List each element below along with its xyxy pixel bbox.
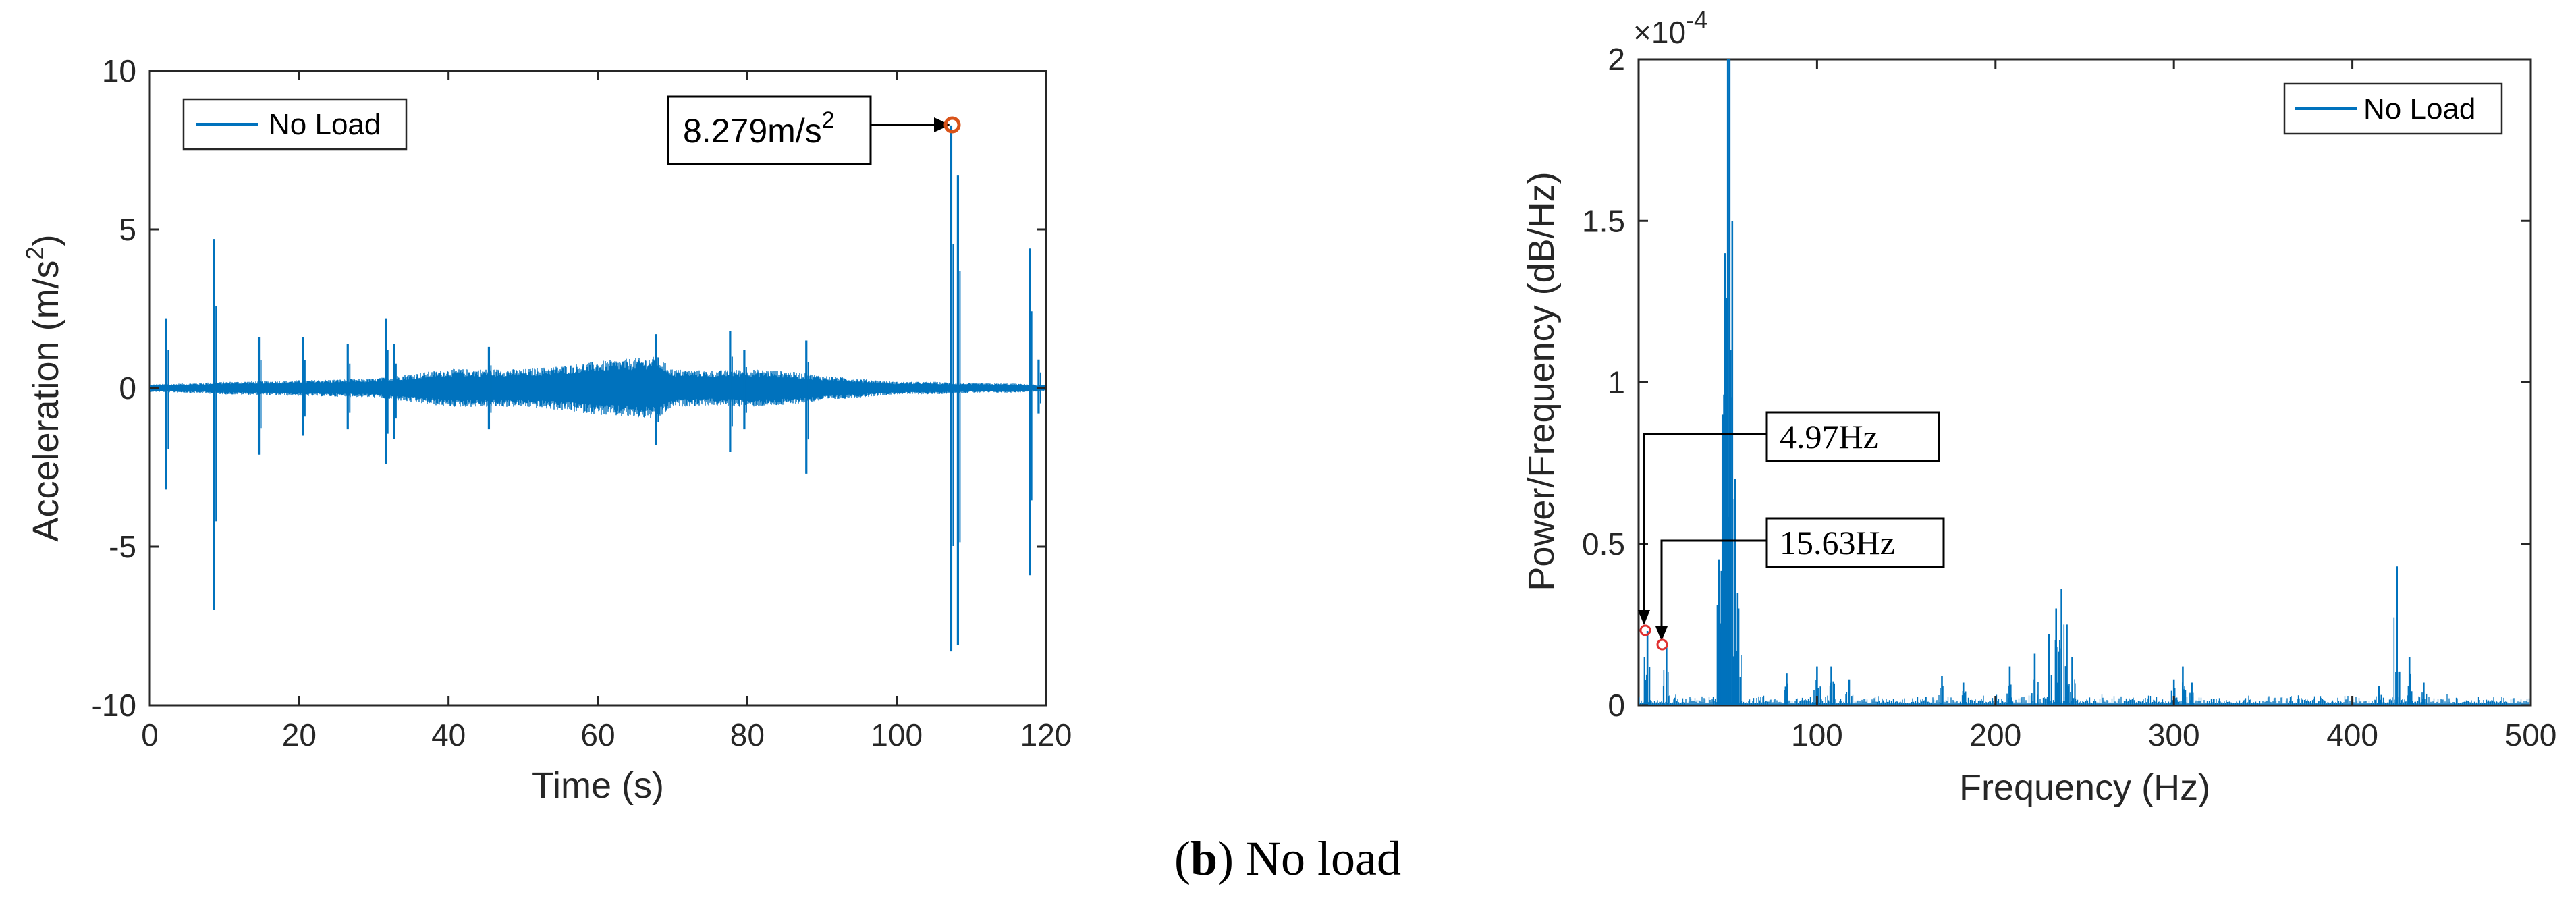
left-xtick-label: 20 (282, 717, 317, 753)
right-ytick-label: 0.5 (1582, 526, 1625, 562)
peak-annotation: 8.279m/s2 (667, 95, 961, 165)
left-y-axis-label: Acceleration (m/s2) (21, 234, 66, 541)
freq-annotation-1-box (1765, 411, 1940, 462)
left-ytick-label: -10 (92, 688, 136, 723)
right-y-exponent: ×10-4 (1633, 6, 1707, 50)
frequency-domain-chart: 100 200 300 400 500 2 1.5 1 0.5 0 ×10-4 No Load 4… (1521, 6, 2556, 808)
right-legend: No Load (2283, 82, 2503, 135)
left-ytick-label: 5 (119, 212, 136, 247)
left-ytick-label: 10 (102, 53, 136, 88)
left-xtick-label: 80 (730, 717, 765, 753)
left-x-axis-label: Time (s) (532, 765, 664, 806)
right-xtick-label: 500 (2505, 717, 2557, 753)
left-xtick-label: 40 (431, 717, 466, 753)
freq-annotation-2: 15.63Hz (1655, 517, 1945, 651)
time-signal-series (150, 125, 1045, 652)
right-xtick-label: 100 (1791, 717, 1843, 753)
psd-series (1639, 59, 2530, 705)
freq-annotation-2-box (1765, 517, 1945, 568)
freq-annotation-1-arrowhead (1638, 610, 1650, 625)
right-ytick-label: 1.5 (1582, 203, 1625, 238)
right-y-axis-label: Power/Frequency (dB/Hz) (1521, 171, 1562, 591)
peak-annotation-label: 8.279m/s2 (683, 107, 835, 150)
freq-annotation-1-leader (1643, 433, 1767, 614)
peak-annotation-arrowhead (934, 117, 950, 132)
right-ytick-label: 0 (1608, 688, 1625, 723)
freq-annotation-2-leader (1660, 539, 1767, 630)
right-xtick-label: 400 (2326, 717, 2378, 753)
freq-annotation-2-label: 15.63Hz (1780, 524, 1895, 562)
right-ytick-label: 2 (1608, 42, 1625, 77)
left-ticks: 0 20 40 60 80 100 120 10 5 0 -5 -10 (92, 53, 1072, 753)
left-legend-label: No Load (269, 108, 381, 141)
freq-annotation-2-arrowhead (1655, 626, 1668, 641)
right-ytick-label: 1 (1608, 365, 1625, 400)
freq-marker-2 (1656, 638, 1668, 651)
right-legend-label: No Load (2363, 92, 2475, 126)
freq-marker-1 (1639, 624, 1651, 636)
left-legend-box (182, 98, 408, 151)
left-xtick-label: 120 (1020, 717, 1072, 753)
left-xtick-label: 100 (871, 717, 923, 753)
left-xtick-label: 60 (580, 717, 615, 753)
peak-marker (943, 116, 961, 134)
freq-annotation-1-label: 4.97Hz (1780, 418, 1878, 456)
right-x-axis-label: Frequency (Hz) (1959, 767, 2210, 808)
left-ytick-label: -5 (109, 529, 136, 564)
left-xtick-label: 0 (141, 717, 159, 753)
left-ytick-label: 0 (119, 371, 136, 406)
right-ticks: 100 200 300 400 500 2 1.5 1 0.5 0 (1582, 42, 2556, 753)
right-plot-area (1637, 58, 2532, 707)
peak-annotation-box (667, 95, 872, 165)
right-xtick-label: 300 (2148, 717, 2200, 753)
left-legend: No Load (182, 98, 408, 151)
freq-annotation-1: 4.97Hz (1638, 411, 1940, 636)
right-xtick-label: 200 (1969, 717, 2021, 753)
time-domain-chart: 0 20 40 60 80 100 120 10 5 0 -5 -10 No Load 8.279m/… (21, 53, 1072, 806)
figure-caption: (b) No load (1174, 831, 1401, 885)
